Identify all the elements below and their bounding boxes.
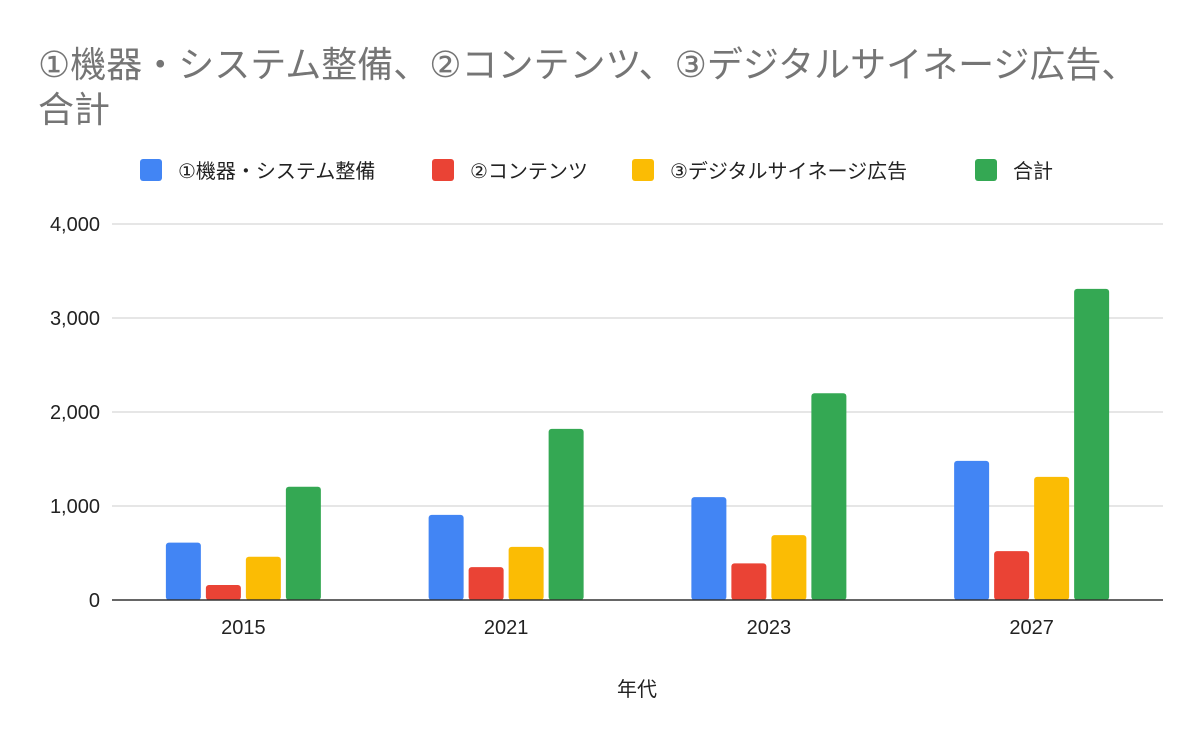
x-tick-label: 2015	[221, 617, 266, 639]
legend-label: ①機器・システム整備	[178, 159, 375, 183]
legend-label: 合計	[1013, 159, 1053, 183]
y-tick-label: 1,000	[50, 496, 100, 518]
bar-4-2027	[1074, 288, 1110, 600]
bar-2-2023	[731, 563, 767, 600]
x-axis: 2015 2021 2023 2027	[221, 617, 1054, 639]
bar-4-2015	[285, 486, 321, 600]
gridlines	[112, 223, 1163, 507]
bar-1-2023	[691, 497, 727, 600]
legend-label: ②コンテンツ	[470, 159, 588, 183]
x-axis-title: 年代	[617, 677, 657, 701]
bar-3-2015	[245, 556, 281, 600]
x-tick-label: 2023	[747, 617, 792, 639]
bar-4-2021	[548, 428, 584, 600]
y-tick-label: 3,000	[50, 308, 100, 330]
bar-2-2015	[205, 584, 241, 600]
x-tick-label: 2027	[1009, 617, 1054, 639]
y-tick-label: 0	[89, 590, 100, 612]
y-tick-label: 2,000	[50, 402, 100, 424]
bar-4-2023	[811, 393, 847, 600]
bar-3-2023	[771, 535, 807, 600]
legend-swatch	[140, 159, 162, 181]
legend-swatch	[432, 159, 454, 181]
x-tick-label: 2021	[484, 617, 529, 639]
bar-1-2021	[428, 514, 464, 600]
bars	[165, 288, 1110, 600]
y-axis: 0 1,000 2,000 3,000 4,000	[50, 214, 100, 612]
bar-3-2021	[508, 546, 544, 600]
legend-swatch	[975, 159, 997, 181]
legend-swatch	[632, 159, 654, 181]
bar-1-2015	[165, 542, 201, 600]
legend-label: ③デジタルサイネージ広告	[670, 159, 907, 183]
chart-title-line-1: ①機器・システム整備、②コンテンツ、③デジタルサイネージ広告、	[38, 45, 1137, 86]
chart-title-line-2: 合計	[38, 90, 110, 131]
bar-2-2021	[468, 567, 504, 600]
bar-1-2027	[954, 460, 990, 600]
bar-2-2027	[994, 551, 1030, 600]
y-tick-label: 4,000	[50, 214, 100, 236]
legend: ①機器・システム整備 ②コンテンツ ③デジタルサイネージ広告 合計	[140, 159, 1053, 183]
bar-3-2027	[1034, 476, 1070, 600]
